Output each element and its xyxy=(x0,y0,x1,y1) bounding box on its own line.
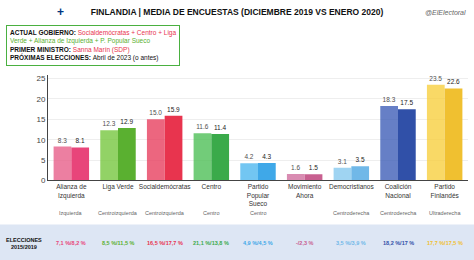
svg-text:8,5 %/11,5 %: 8,5 %/11,5 % xyxy=(102,240,135,246)
svg-text:ELECCIONES2015/2019: ELECCIONES2015/2019 xyxy=(6,237,42,250)
svg-text:Centroizquierda: Centroizquierda xyxy=(98,210,138,216)
svg-text:20: 20 xyxy=(36,95,45,104)
svg-text:PartidoFinlandés: PartidoFinlandés xyxy=(431,183,460,198)
svg-text:Izquierda: Izquierda xyxy=(59,210,83,216)
svg-text:@ElElectoral: @ElElectoral xyxy=(425,9,466,16)
svg-text:Centroderecha: Centroderecha xyxy=(333,210,370,216)
svg-text:21,1 %/13,8 %: 21,1 %/13,8 % xyxy=(193,240,229,246)
svg-text:17.5: 17.5 xyxy=(400,99,413,106)
svg-text:12.3: 12.3 xyxy=(103,120,116,127)
svg-text:Democristianos: Democristianos xyxy=(329,183,375,190)
svg-text:15: 15 xyxy=(36,115,45,124)
svg-text:-/2,3 %: -/2,3 % xyxy=(296,240,314,246)
svg-text:MovimientoAhora: MovimientoAhora xyxy=(288,183,322,198)
svg-text:4.2: 4.2 xyxy=(244,153,253,160)
svg-text:3.1: 3.1 xyxy=(338,158,347,165)
svg-text:Liga Verde: Liga Verde xyxy=(102,183,133,191)
svg-text:Ultraderecha: Ultraderecha xyxy=(429,210,461,216)
svg-text:18,2 %/17 %: 18,2 %/17 % xyxy=(383,240,414,246)
svg-text:11.4: 11.4 xyxy=(214,124,227,131)
svg-text:0: 0 xyxy=(41,176,46,185)
svg-text:4,9 %/4,5 %: 4,9 %/4,5 % xyxy=(243,240,273,246)
svg-text:23.5: 23.5 xyxy=(429,75,442,82)
svg-text:CoaliciónNacional: CoaliciónNacional xyxy=(385,183,412,198)
svg-text:PartidoPopularSueco: PartidoPopularSueco xyxy=(247,183,270,207)
svg-text:1.5: 1.5 xyxy=(309,164,318,171)
svg-text:8.1: 8.1 xyxy=(75,137,84,144)
svg-text:Centroizquierda: Centroizquierda xyxy=(145,210,185,216)
svg-text:Centro: Centro xyxy=(250,210,267,216)
svg-text:8.3: 8.3 xyxy=(58,137,67,144)
svg-text:16,5 %/17,7 %: 16,5 %/17,7 % xyxy=(147,240,183,246)
svg-text:10: 10 xyxy=(36,135,45,144)
svg-text:11.6: 11.6 xyxy=(196,123,209,130)
svg-text:7,1 %/8,2 %: 7,1 %/8,2 % xyxy=(56,240,86,246)
svg-text:Socialdemócratas: Socialdemócratas xyxy=(139,183,191,190)
svg-text:25: 25 xyxy=(36,74,45,83)
svg-text:15.9: 15.9 xyxy=(167,106,180,113)
svg-text:22.6: 22.6 xyxy=(447,78,460,85)
svg-text:ACTUAL GOBIERNO: Socialdemócra: ACTUAL GOBIERNO: Socialdemócratas + Cent… xyxy=(10,29,176,62)
svg-text:Centro: Centro xyxy=(202,183,222,190)
svg-text:18.3: 18.3 xyxy=(383,96,396,103)
svg-text:1.6: 1.6 xyxy=(291,164,300,171)
svg-text:17,7 %/17,5 %: 17,7 %/17,5 % xyxy=(427,240,463,246)
svg-text:5: 5 xyxy=(41,156,46,165)
svg-text:3,5 %/3,9 %: 3,5 %/3,9 % xyxy=(336,240,366,246)
svg-text:12.9: 12.9 xyxy=(120,118,133,125)
svg-text:15.0: 15.0 xyxy=(149,109,162,116)
svg-text:FINLANDIA | MEDIA DE ENCUESTAS: FINLANDIA | MEDIA DE ENCUESTAS (DICIEMBR… xyxy=(91,7,384,17)
svg-text:Centro: Centro xyxy=(203,210,220,216)
svg-text:4.3: 4.3 xyxy=(262,153,271,160)
svg-text:+: + xyxy=(57,5,64,19)
svg-text:Alianza deIzquierda: Alianza deIzquierda xyxy=(56,183,87,199)
svg-text:3.5: 3.5 xyxy=(355,156,364,163)
svg-text:Centroderecha: Centroderecha xyxy=(380,210,417,216)
